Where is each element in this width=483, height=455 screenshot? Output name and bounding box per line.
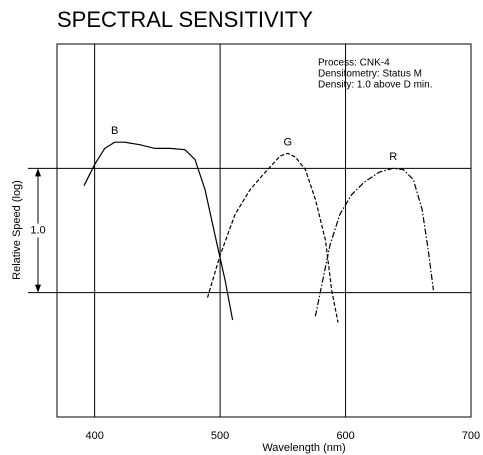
plot-frame (56, 43, 472, 418)
x-tick-label: 700 (462, 430, 480, 442)
scale-arrow (35, 168, 41, 177)
curve-label: B (111, 125, 118, 137)
curve (83, 141, 234, 321)
annotation: Densitometry: Status M (318, 69, 422, 80)
x-tick-label: 600 (336, 430, 354, 442)
x-tick-label: 400 (85, 430, 103, 442)
annotation: Density: 1.0 above D min. (318, 80, 433, 91)
curve-label: R (389, 151, 397, 163)
curve (206, 152, 339, 323)
scale-arrow (35, 284, 41, 293)
chart-title: SPECTRAL SENSITIVITY (57, 7, 313, 32)
annotation: Process: CNK-4 (318, 58, 390, 69)
scale-label-bg (28, 223, 48, 238)
scale-label: 1.0 (30, 224, 45, 236)
curve-label: G (284, 136, 293, 148)
x-tick-label: 500 (211, 430, 229, 442)
y-axis-label: Relative Speed (log) (11, 180, 23, 280)
x-axis-label: Wavelength (nm) (262, 442, 345, 454)
curve (314, 167, 434, 317)
